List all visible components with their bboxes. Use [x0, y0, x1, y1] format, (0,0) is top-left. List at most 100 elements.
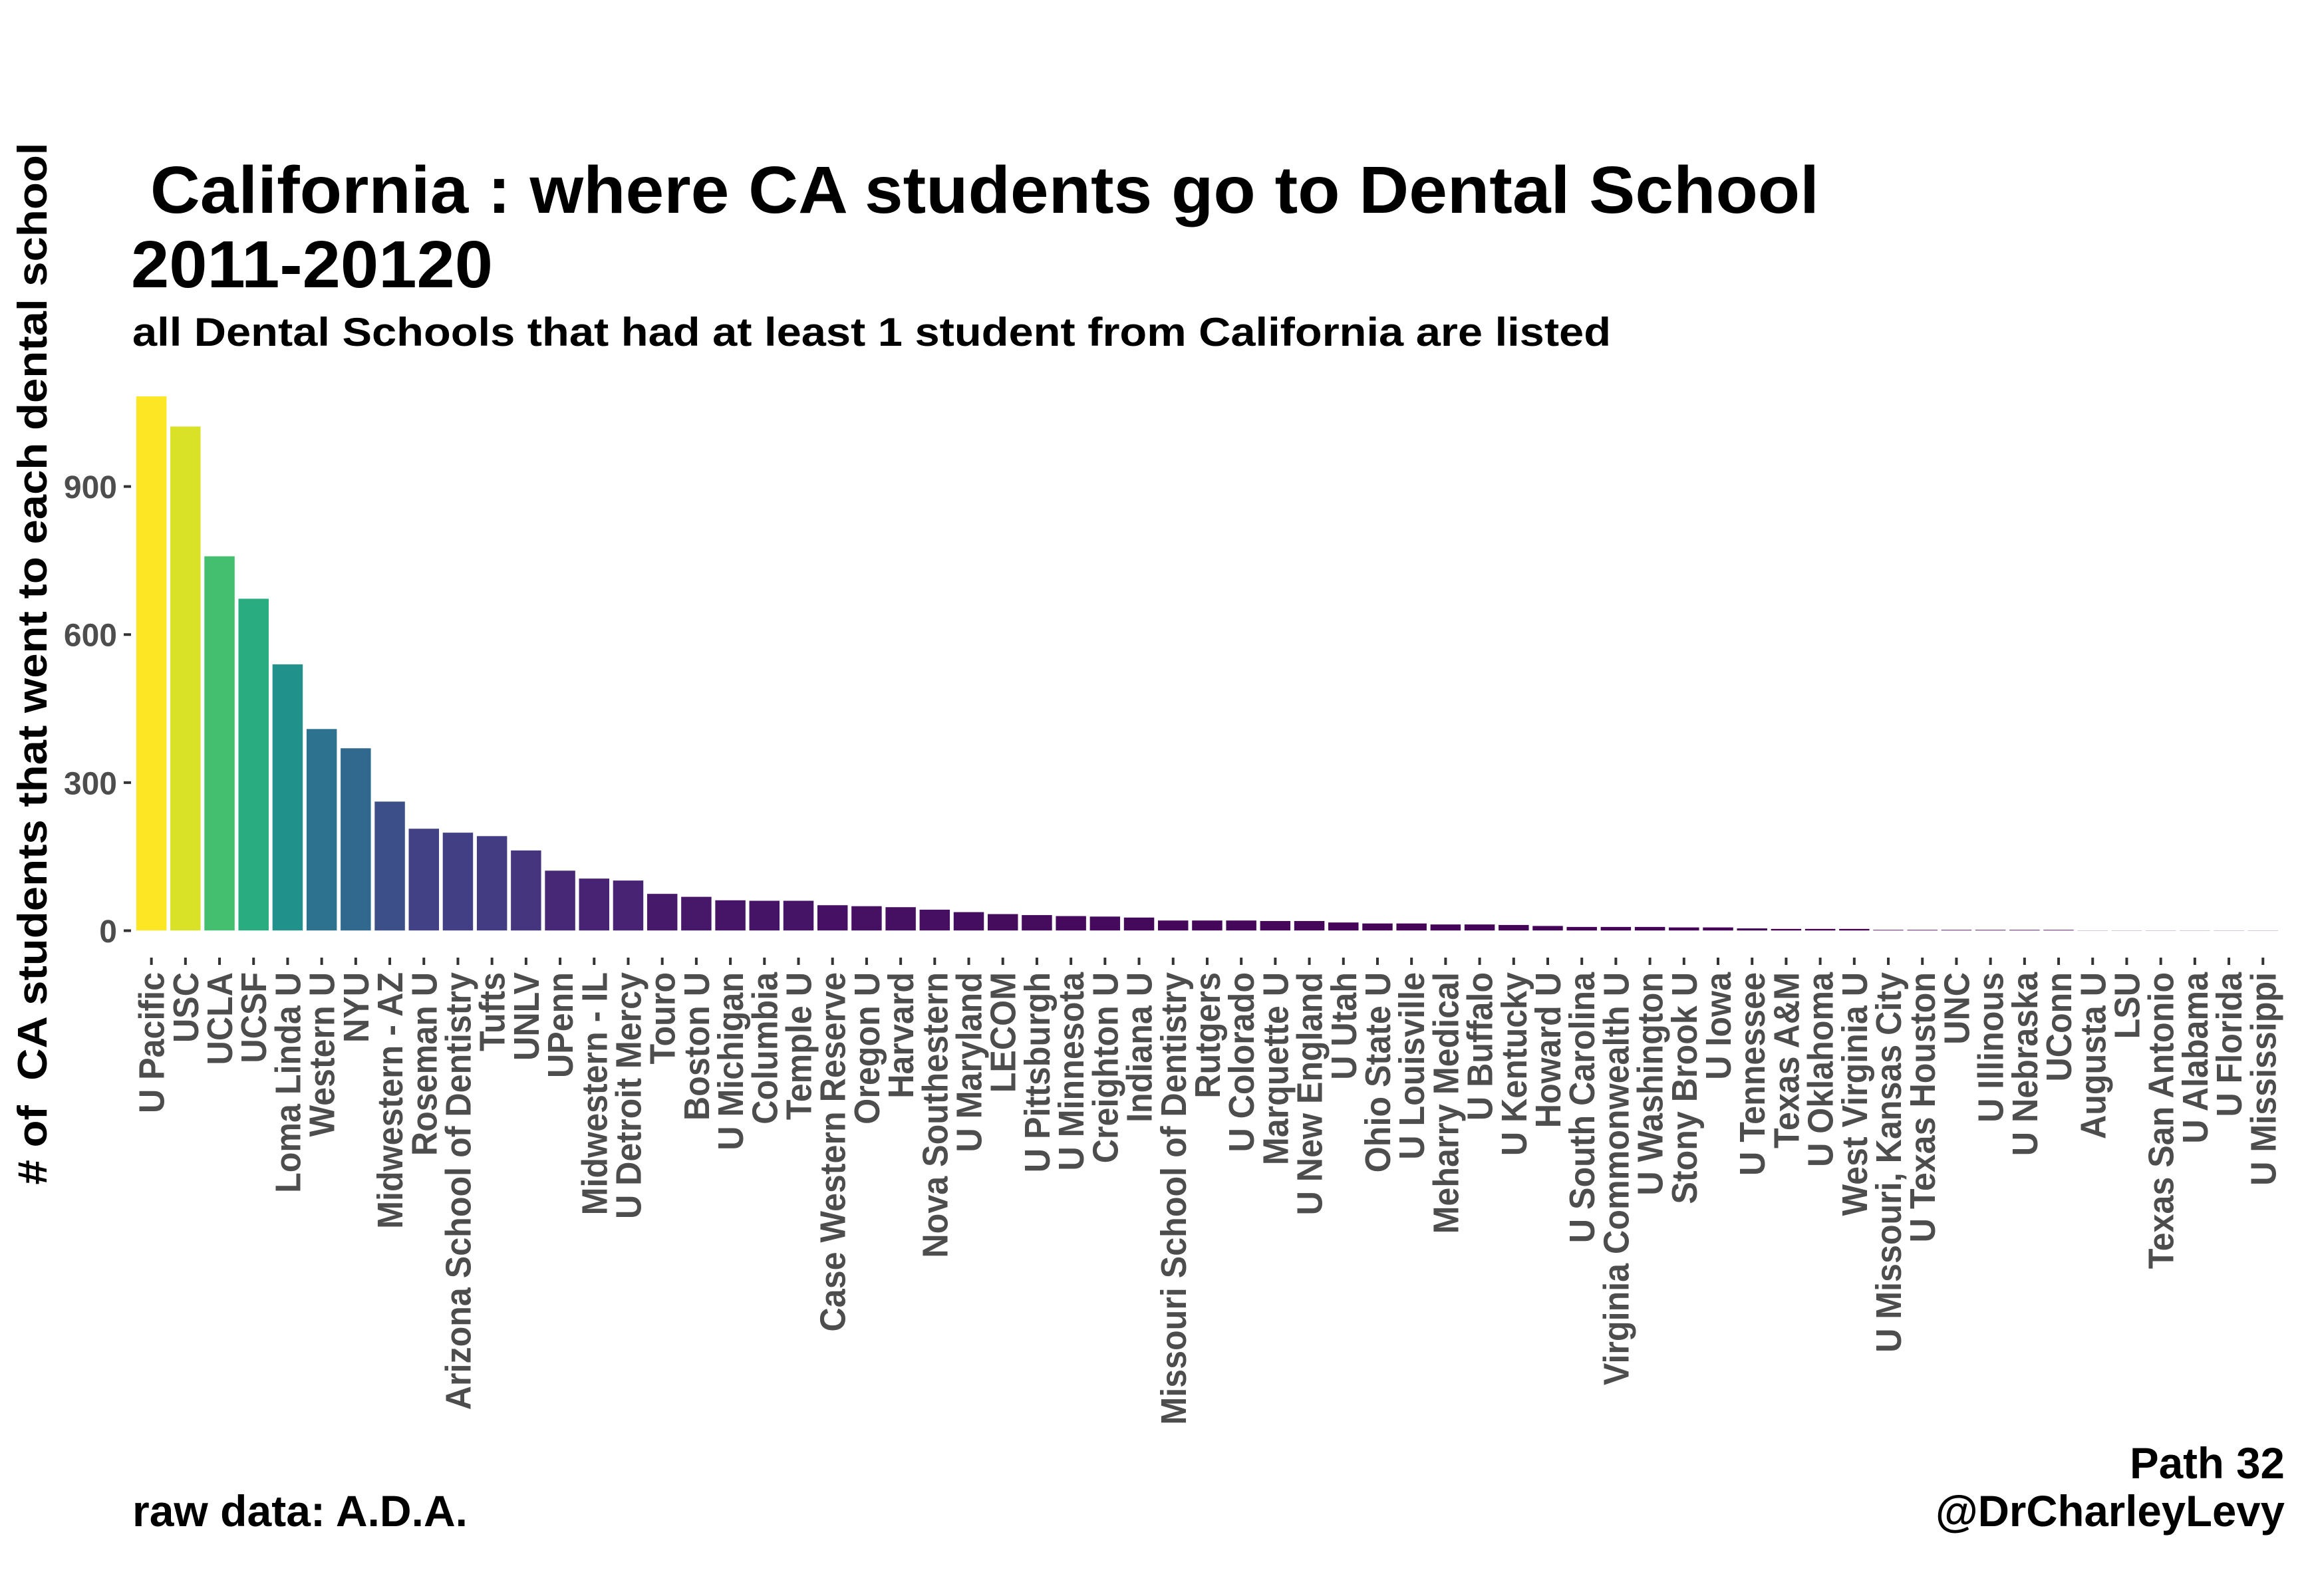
x-tick-label: U Pittsburgh: [1018, 972, 1058, 1172]
y-axis: 0 300 600 900: [64, 470, 131, 950]
x-tick-label: U Maryland: [950, 972, 990, 1152]
bar: [783, 900, 814, 931]
bar: [1702, 927, 1734, 931]
x-tick-label: Creighton U: [1086, 972, 1126, 1163]
x-tick-label: Boston U: [677, 972, 717, 1121]
bar: [1634, 926, 1665, 931]
x-tick-label: Indiana U: [1120, 972, 1160, 1123]
bar: [408, 828, 440, 931]
x-tick-label: U Kentucky: [1495, 972, 1534, 1156]
x-tick-label: Augusta U: [2074, 972, 2114, 1139]
bar: [306, 728, 337, 931]
bar: [987, 913, 1019, 931]
bar: [1123, 917, 1155, 931]
x-tick-label: U Washington: [1631, 972, 1671, 1196]
bar: [1532, 925, 1564, 931]
y-tick-label: 300: [64, 766, 117, 801]
bar: [953, 912, 984, 931]
bar: [1089, 916, 1121, 931]
x-tick-label: U Iowa: [1699, 972, 1739, 1080]
x-tick-label: Temple U: [780, 972, 819, 1120]
bar: [136, 396, 167, 931]
bar: [578, 878, 610, 931]
x-tick-label: U Nebraska: [2005, 972, 2045, 1156]
x-tick-label: Stony Brook U: [1665, 972, 1705, 1204]
x-tick-label: Harvard: [881, 972, 921, 1099]
bar: [544, 870, 576, 931]
bar: [374, 801, 406, 931]
x-tick-label: Touro: [643, 972, 683, 1064]
bar: [1021, 914, 1053, 931]
bar: [817, 904, 849, 931]
x-tick-label: Texas San Antonio: [2142, 972, 2182, 1269]
bar: [1294, 920, 1325, 931]
x-tick-label: U Alabama: [2176, 972, 2216, 1144]
x-tick-label: Arizona School of Dentistry: [439, 972, 479, 1410]
x-tick-label: U Minnesota: [1052, 972, 1091, 1170]
x-tick-label: UCSF: [235, 972, 275, 1063]
x-tick-label: U Michigan: [711, 972, 751, 1150]
bar: [510, 850, 542, 931]
bar: [2179, 930, 2211, 931]
bar: [613, 880, 644, 931]
bar: [1464, 924, 1495, 931]
bar: [1260, 920, 1291, 931]
x-tick-label: Texas A&M: [1767, 972, 1807, 1148]
bar: [272, 664, 303, 931]
x-tick-label: West Virginia U: [1835, 972, 1875, 1216]
bar: [1736, 928, 1768, 931]
x-tick-label: U Texas Houston: [1904, 972, 1944, 1242]
x-tick-label: Tufts: [473, 972, 513, 1051]
bar: [2111, 930, 2142, 931]
bar: [919, 909, 950, 931]
x-tick-label: Roseman U: [405, 972, 445, 1156]
x-tick-label: Nova Southestern: [916, 972, 956, 1258]
x-tick-label: Western U: [303, 972, 343, 1136]
x-tick-label: Meharry Medical: [1427, 972, 1467, 1234]
x-tick-label: U Illinous: [1971, 972, 2011, 1123]
x-tick-label: LECOM: [984, 972, 1024, 1093]
x-tick-label: U Detroit Mercy: [609, 972, 649, 1219]
x-tick-label: U Missouri, Kansas City: [1869, 972, 1909, 1353]
bar: [237, 598, 269, 931]
bar: [1498, 924, 1530, 931]
bar: [2213, 930, 2245, 931]
x-tick-label: UCLA: [200, 972, 240, 1065]
x-tick-label: U Oklahoma: [1801, 972, 1841, 1167]
x-tick-label: Midwestern - AZ: [370, 972, 410, 1229]
x-tick-label: Oregon U: [847, 972, 887, 1125]
chart-title-years: 2011-20120: [131, 227, 493, 302]
bar: [2077, 930, 2108, 931]
x-tick-label: Ohio State U: [1358, 972, 1398, 1172]
caption-path: Path 32: [2130, 1438, 2285, 1488]
bar: [647, 893, 678, 931]
x-tick-label: U South Carolina: [1563, 972, 1603, 1243]
x-tick-label: U Utah: [1324, 972, 1364, 1080]
bar: [680, 896, 712, 931]
y-axis-title: # of CA students that went to each denta…: [10, 143, 56, 1185]
bar: [1771, 928, 1802, 931]
x-tick-label: UNLV: [507, 972, 547, 1061]
bar: [1225, 920, 1257, 931]
bar: [1328, 922, 1360, 931]
bar: [170, 426, 202, 931]
x-tick-label: UNC: [1938, 972, 1977, 1045]
bar: [1430, 924, 1461, 931]
bar: [1362, 923, 1393, 931]
bar: [714, 900, 746, 931]
bar: [885, 906, 917, 931]
bar: [851, 906, 883, 931]
bar: [1838, 928, 1870, 931]
x-tick-label: U Louisville: [1393, 972, 1433, 1160]
bar: [1191, 920, 1223, 931]
bars: [136, 396, 2279, 931]
bar: [442, 832, 474, 931]
y-tick-label: 600: [64, 618, 117, 654]
x-tick-label: LSU: [2108, 972, 2148, 1039]
x-tick-label: Marquette U: [1256, 972, 1296, 1165]
x-tick-label: USC: [166, 972, 206, 1043]
x-tick-label: NYU: [337, 972, 376, 1043]
bar: [204, 555, 235, 931]
bar: [340, 747, 372, 931]
